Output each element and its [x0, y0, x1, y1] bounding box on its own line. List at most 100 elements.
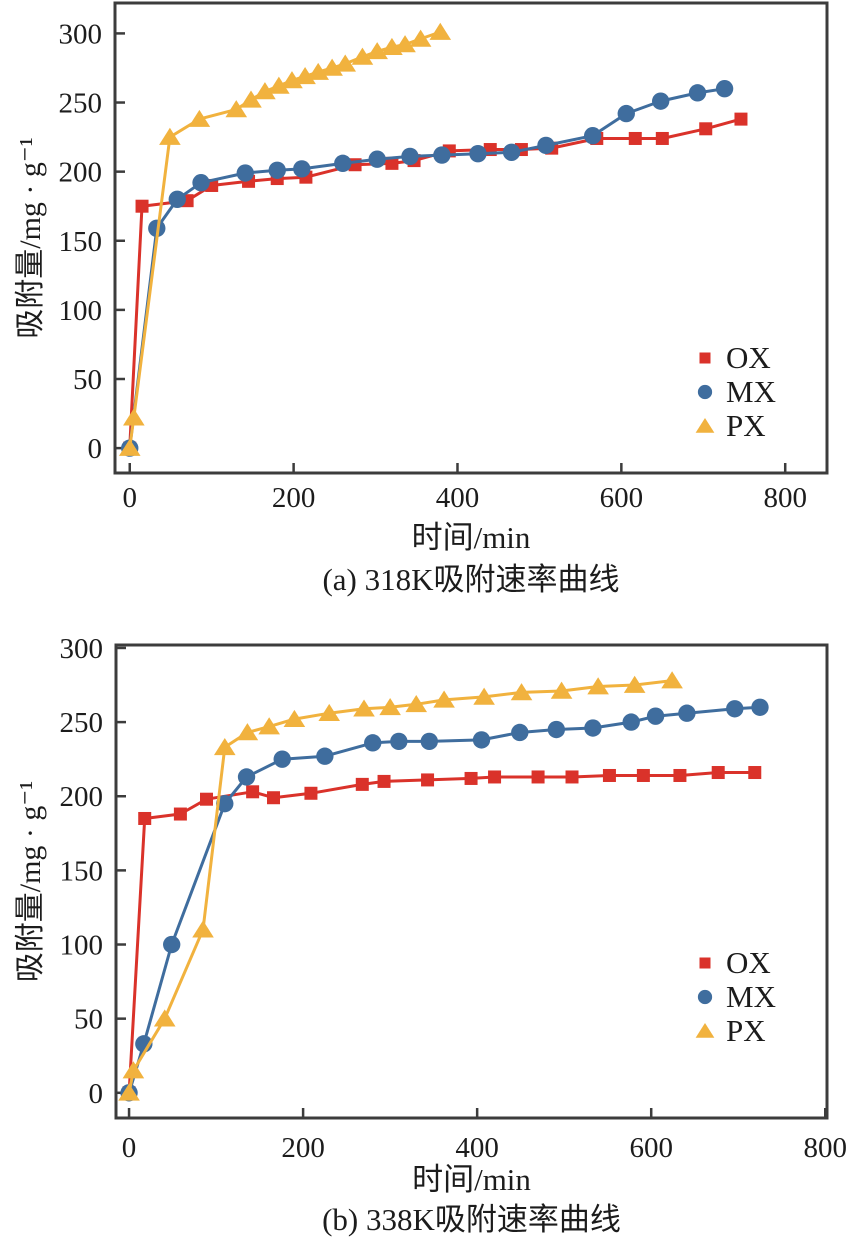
data-point-mx	[268, 161, 286, 179]
data-point-ox	[267, 791, 281, 805]
x-tick-label: 400	[455, 1132, 499, 1164]
x-tick-label: 0	[122, 1132, 137, 1164]
data-point-ox	[200, 792, 214, 806]
data-point-ox	[565, 770, 579, 784]
data-point-mx	[390, 732, 408, 751]
data-point-mx	[237, 768, 256, 786]
y-tick-label: 100	[60, 930, 104, 962]
data-point-px	[334, 54, 357, 72]
data-point-mx	[469, 144, 487, 163]
x-tick-label: 600	[629, 1132, 673, 1164]
data-point-ox	[531, 770, 545, 784]
data-point-mx	[584, 719, 602, 737]
data-point-ox	[655, 131, 669, 145]
data-point-mx	[163, 935, 181, 954]
data-point-ox	[377, 774, 391, 788]
y-tick-label: 100	[59, 295, 103, 327]
data-point-ox	[734, 112, 748, 126]
data-point-mx	[216, 794, 234, 813]
panel-caption: (a) 318K吸附速率曲线	[322, 562, 619, 597]
legend-marker-mx	[697, 384, 713, 400]
x-tick-label: 600	[600, 482, 644, 514]
data-point-ox	[699, 122, 713, 136]
data-point-ox	[173, 807, 187, 821]
y-axis-label: 吸附量/mg · g⁻¹	[14, 781, 47, 983]
y-tick-label: 0	[89, 1078, 104, 1110]
y-tick-label: 150	[60, 855, 104, 887]
data-point-ox	[464, 771, 478, 785]
panel-caption: (b) 338K吸附速率曲线	[322, 1202, 621, 1237]
data-point-mx	[617, 104, 635, 123]
y-tick-label: 250	[59, 88, 103, 120]
data-point-mx	[688, 84, 707, 102]
y-tick-label: 200	[60, 781, 104, 813]
x-tick-label: 0	[122, 482, 137, 514]
data-point-mx	[168, 190, 186, 208]
data-point-px	[225, 100, 248, 118]
data-point-px	[623, 675, 646, 693]
y-tick-label: 0	[88, 433, 103, 465]
data-point-mx	[622, 713, 640, 731]
data-point-px	[188, 109, 211, 127]
x-axis-label: 时间/min	[412, 1162, 531, 1197]
data-point-mx	[433, 146, 451, 164]
data-point-ox	[636, 768, 650, 782]
data-point-px	[283, 709, 306, 727]
y-tick-label: 50	[73, 364, 102, 396]
data-point-px	[268, 76, 290, 94]
data-point-px	[433, 690, 455, 708]
data-point-ox	[246, 785, 260, 799]
data-point-mx	[236, 164, 254, 182]
data-point-mx	[502, 143, 521, 161]
y-tick-label: 50	[74, 1004, 103, 1036]
x-tick-label: 200	[272, 482, 316, 514]
data-point-mx	[646, 707, 665, 725]
legend-label-ox: OX	[726, 945, 771, 980]
data-point-ox	[602, 768, 616, 782]
data-point-ox	[488, 770, 502, 784]
data-point-ox	[138, 811, 152, 825]
data-point-mx	[547, 720, 566, 739]
data-point-mx	[537, 136, 555, 155]
data-point-px	[351, 47, 374, 65]
data-point-mx	[192, 174, 210, 192]
y-tick-label: 300	[59, 18, 103, 50]
data-point-px	[409, 29, 432, 47]
y-tick-label: 250	[60, 707, 104, 739]
series-line-ox	[128, 117, 742, 449]
data-point-mx	[511, 723, 529, 742]
legend-label-px: PX	[726, 1013, 766, 1048]
data-point-mx	[273, 750, 291, 768]
data-point-mx	[472, 731, 491, 749]
data-point-px	[159, 127, 181, 145]
data-point-mx	[678, 704, 696, 722]
data-point-px	[258, 717, 280, 735]
data-point-ox	[673, 768, 687, 782]
data-point-mx	[583, 127, 602, 145]
x-tick-label: 800	[763, 482, 807, 514]
data-point-px	[587, 677, 609, 695]
x-tick-label: 200	[281, 1132, 325, 1164]
legend-label-ox: OX	[726, 340, 771, 375]
series-line-ox	[127, 771, 755, 1093]
legend-label-mx: MX	[726, 979, 776, 1014]
legend-marker-px	[695, 417, 715, 433]
legend-marker-ox	[699, 957, 711, 969]
legend-marker-mx	[697, 989, 713, 1005]
data-point-px	[254, 82, 276, 100]
plot-frame	[114, 643, 829, 1120]
data-point-ox	[748, 766, 762, 780]
data-point-ox	[355, 777, 369, 791]
data-point-mx	[334, 154, 352, 173]
x-axis-label: 时间/min	[412, 520, 531, 555]
data-point-ox	[628, 131, 642, 145]
legend-marker-ox	[699, 352, 711, 364]
data-point-ox	[385, 156, 399, 170]
data-point-px	[123, 408, 145, 426]
data-point-px	[318, 703, 341, 722]
data-point-mx	[316, 747, 334, 765]
data-point-mx	[364, 734, 382, 752]
data-point-mx	[293, 160, 311, 178]
data-point-ox	[711, 766, 725, 780]
